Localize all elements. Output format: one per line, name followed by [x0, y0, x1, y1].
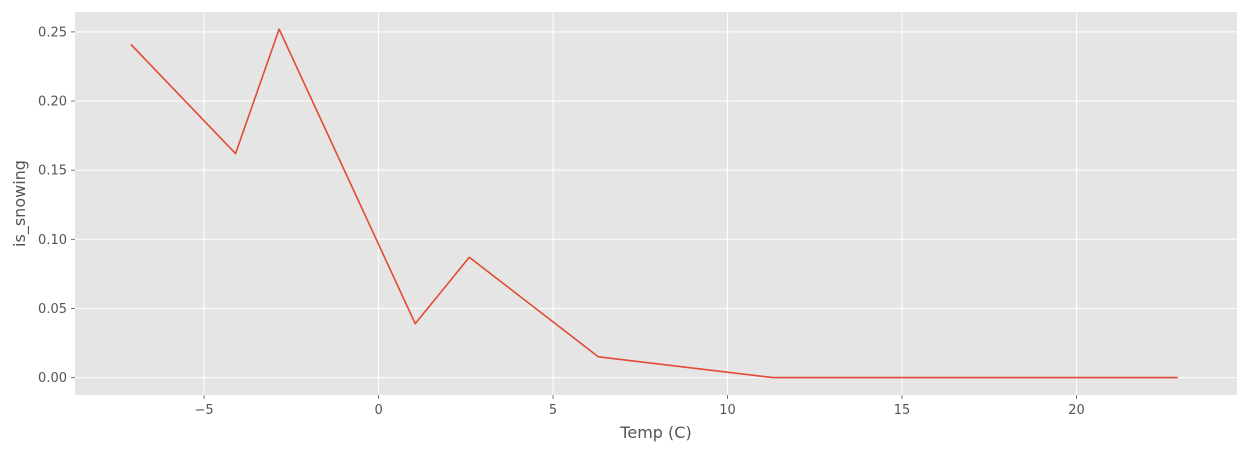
- y-tick-label: 0.00: [38, 371, 67, 386]
- x-tick-label: 15: [894, 403, 911, 418]
- x-axis-label: Temp (C): [619, 423, 691, 442]
- x-tick-label: 5: [549, 403, 557, 418]
- y-tick-label: 0.15: [38, 164, 67, 179]
- x-tick-label: −5: [195, 403, 214, 418]
- y-axis-label: is_snowing: [10, 160, 30, 247]
- series-lines: [130, 28, 1178, 379]
- y-tick-label: 0.05: [38, 302, 67, 317]
- y-axis-ticks: 0.00 0.05 0.10 0.15 0.20 0.25: [38, 25, 75, 386]
- series-line: [130, 28, 1178, 379]
- x-axis-ticks: −5 0 5 10 15 20: [195, 395, 1085, 418]
- x-tick-label: 10: [719, 403, 736, 418]
- grid-lines: [75, 12, 1237, 395]
- y-tick-label: 0.25: [38, 25, 67, 40]
- plot-area: [75, 12, 1237, 395]
- y-tick-label: 0.20: [38, 95, 67, 110]
- y-tick-label: 0.10: [38, 233, 67, 248]
- x-tick-label: 0: [374, 403, 382, 418]
- x-tick-label: 20: [1068, 403, 1085, 418]
